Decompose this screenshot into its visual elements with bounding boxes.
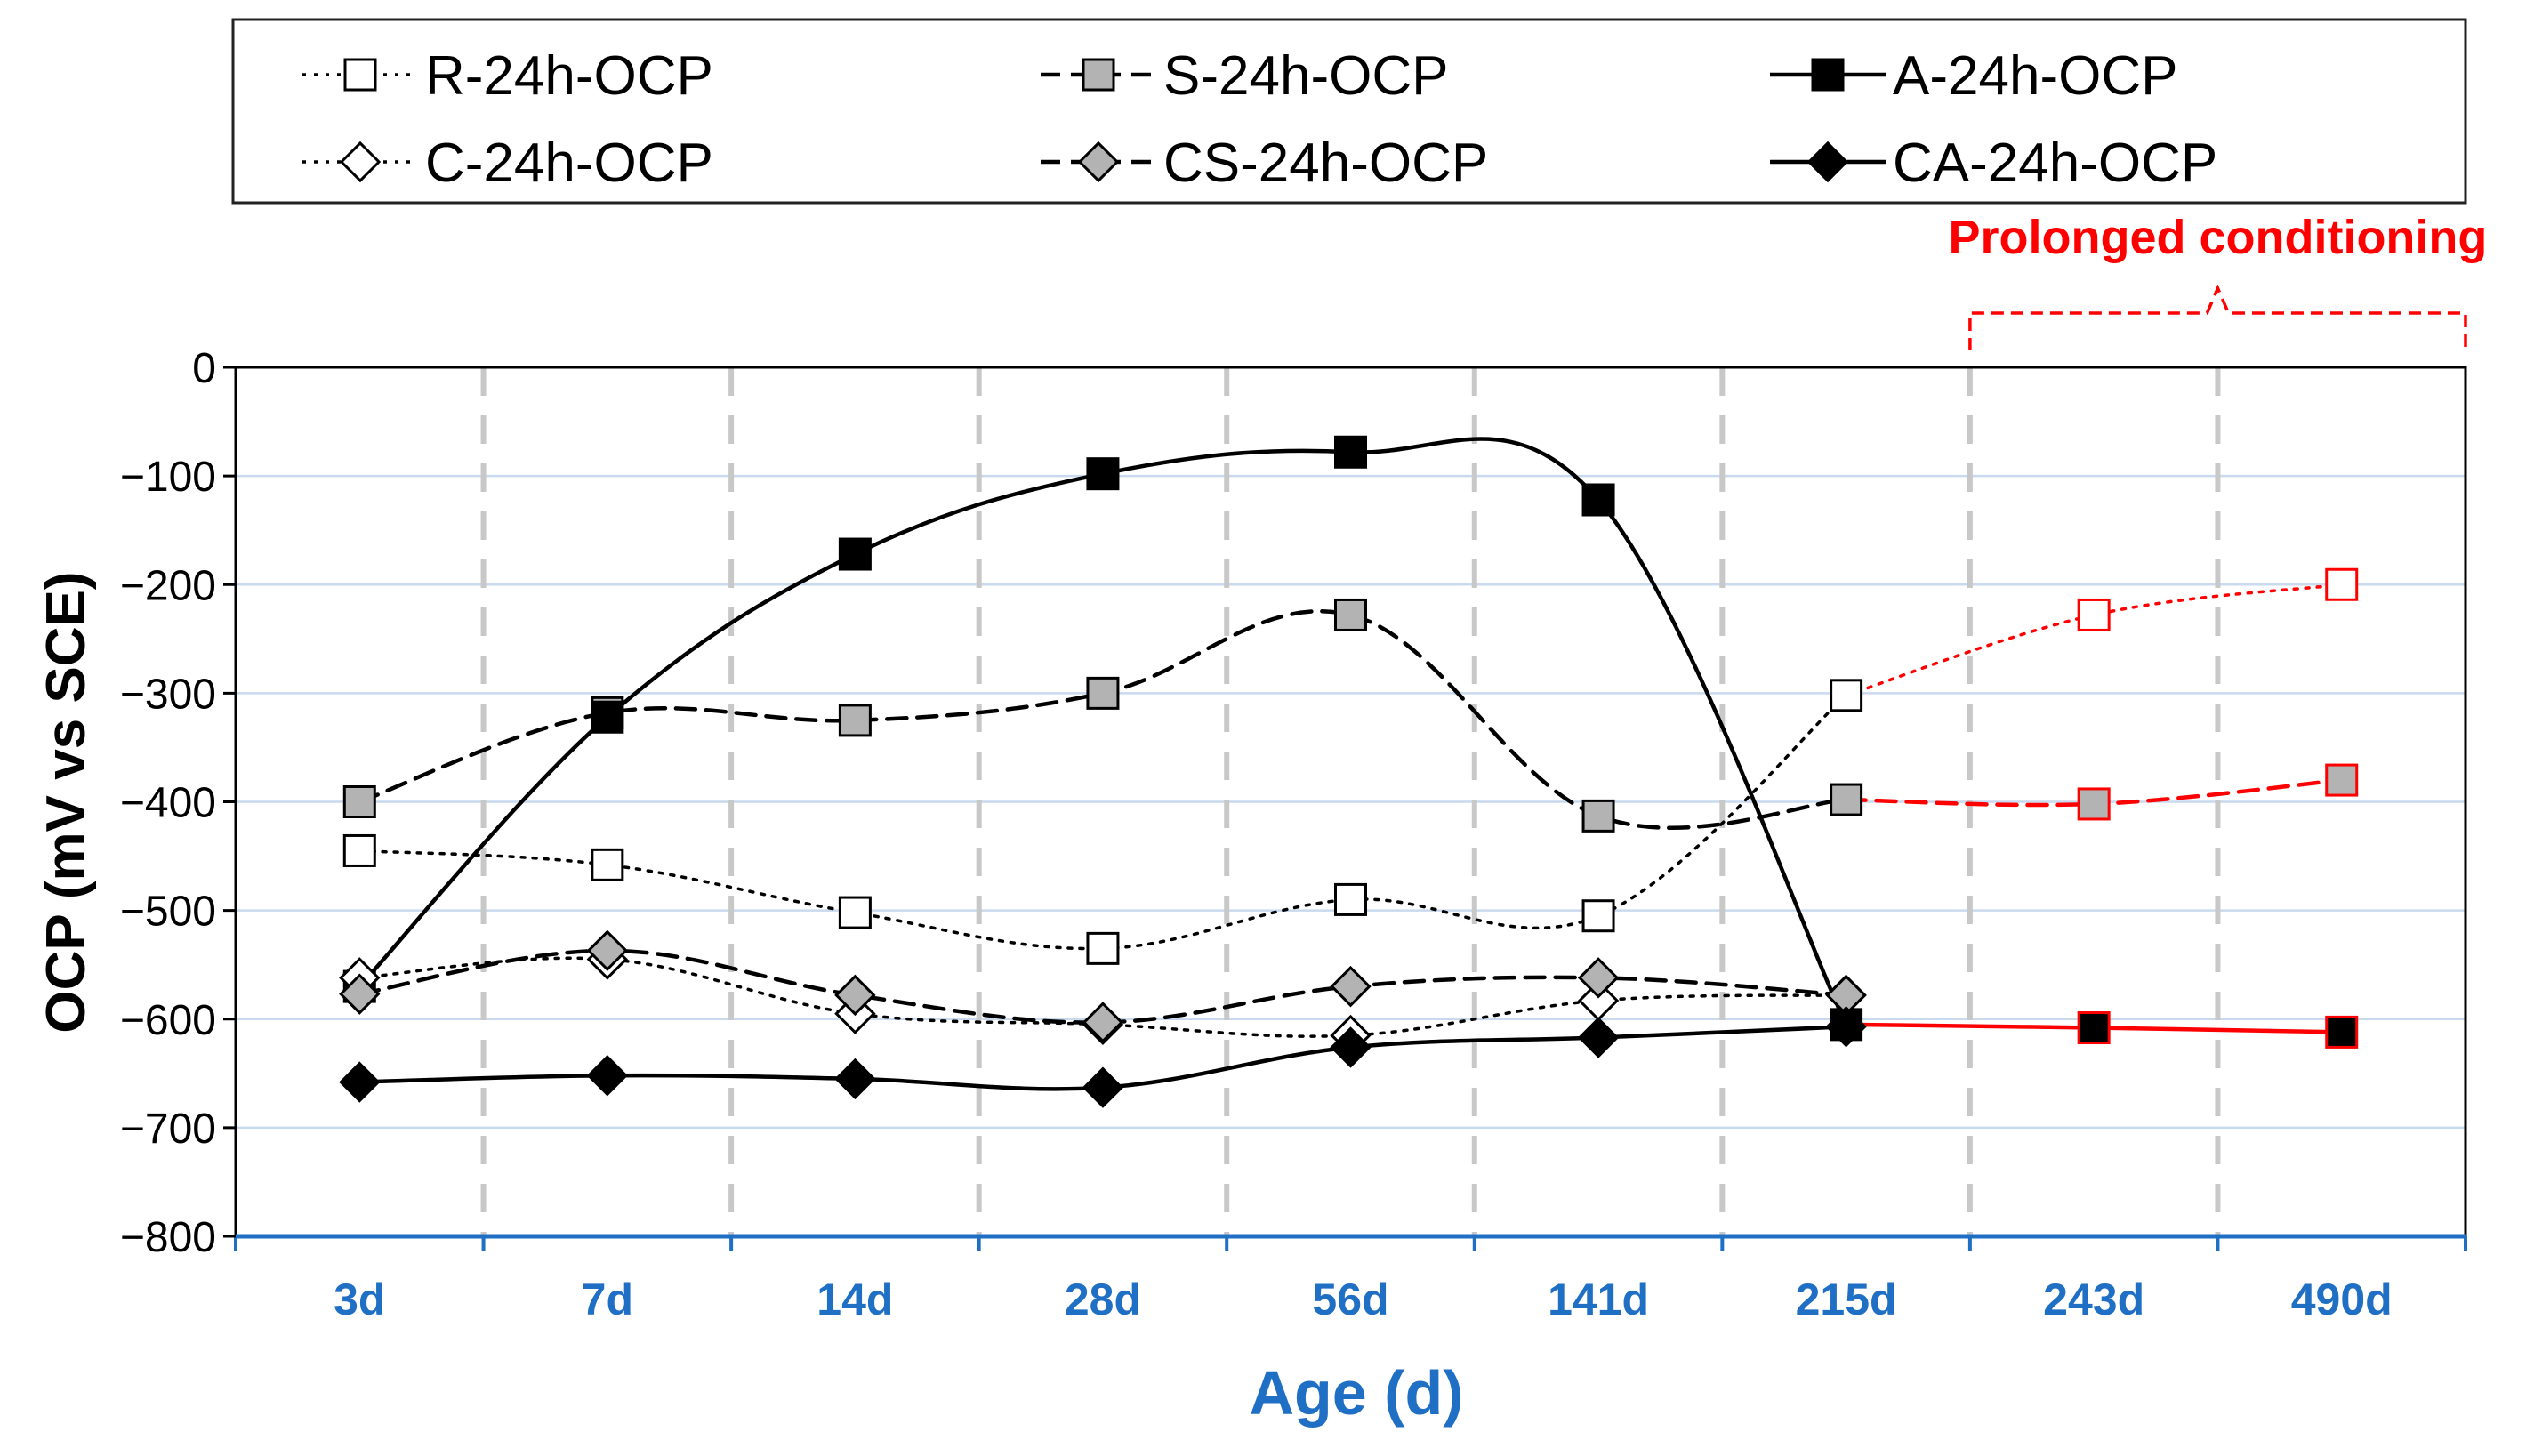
x-tick-label: 56d — [1312, 1275, 1388, 1324]
data-point-ca-24h-ocp — [1082, 1066, 1124, 1108]
legend-item-r-24h-ocp: R-24h-OCP — [302, 45, 713, 107]
x-tick-labels: 3d 7d 14d 28d 56d 141d 215d 243d 490d — [334, 1275, 2393, 1324]
data-point-a-24h-ocp — [1334, 435, 1367, 469]
data-point-s-24h-ocp — [1334, 598, 1367, 631]
series-markers — [339, 435, 2359, 1108]
y-tick-labels: 0 −100 −200 −300 −400 −500 −600 −700 −800 — [120, 345, 216, 1261]
data-point-cs-24h-ocp — [586, 929, 629, 972]
legend-item-c-24h-ocp: C-24h-OCP — [302, 133, 713, 194]
annotation-brace — [1968, 284, 2467, 350]
data-point-a-24h-ocp — [838, 537, 872, 571]
legend-item-s-24h-ocp: S-24h-OCP — [1041, 45, 1448, 107]
x-tick-label: 14d — [817, 1275, 893, 1324]
y-tick-label: −200 — [120, 562, 216, 609]
legend-marker — [1077, 141, 1120, 183]
data-point-a-24h-ocp — [591, 700, 624, 734]
data-point-ca-24h-ocp — [586, 1055, 629, 1097]
legend: R-24h-OCP S-24h-OCP A-24h-OCP C-24h-OCP CS-2… — [302, 45, 2217, 194]
legend-label: A-24h-OCP — [1893, 45, 2177, 107]
data-point-s-24h-ocp — [838, 704, 872, 737]
y-tick-label: −300 — [120, 671, 216, 718]
legend-label: R-24h-OCP — [425, 45, 713, 107]
data-point-a-24h-ocp — [2325, 1015, 2359, 1049]
y-tick-label: 0 — [192, 345, 216, 392]
x-axis-label: Age (d) — [1249, 1358, 1463, 1428]
y-tick-label: −600 — [120, 997, 216, 1044]
x-tick-label: 7d — [582, 1275, 633, 1324]
data-point-r-24h-ocp — [2077, 598, 2111, 631]
legend-marker — [1082, 58, 1115, 92]
y-tick-label: −100 — [120, 454, 216, 501]
series-line-r-24h-ocp-prolonged — [1844, 583, 2344, 697]
data-point-ca-24h-ocp — [1330, 1026, 1372, 1068]
data-point-r-24h-ocp — [1581, 899, 1615, 933]
legend-label: CA-24h-OCP — [1893, 133, 2217, 194]
data-point-s-24h-ocp — [1581, 799, 1615, 833]
data-point-ca-24h-ocp — [339, 1061, 381, 1103]
data-point-cs-24h-ocp — [339, 973, 381, 1015]
data-point-r-24h-ocp — [2325, 567, 2359, 601]
y-tick-label: −400 — [120, 780, 216, 827]
annotation-prolonged-conditioning: Prolonged conditioning — [1948, 211, 2487, 264]
data-point-a-24h-ocp — [2077, 1011, 2111, 1045]
data-point-ca-24h-ocp — [1825, 1006, 1867, 1048]
data-point-r-24h-ocp — [1334, 882, 1367, 916]
legend-item-ca-24h-ocp: CA-24h-OCP — [1770, 133, 2217, 194]
legend-marker — [343, 58, 377, 92]
data-point-ca-24h-ocp — [834, 1058, 876, 1100]
data-point-cs-24h-ocp — [1330, 965, 1372, 1008]
data-point-cs-24h-ocp — [834, 974, 876, 1017]
y-tick-label: −800 — [120, 1214, 216, 1261]
data-point-r-24h-ocp — [1086, 931, 1120, 965]
x-tick-label: 3d — [334, 1275, 385, 1324]
legend-marker — [339, 141, 382, 183]
x-tick-label: 28d — [1065, 1275, 1141, 1324]
data-point-cs-24h-ocp — [1082, 1002, 1124, 1043]
y-tick-label: −700 — [120, 1106, 216, 1153]
data-point-s-24h-ocp — [2325, 763, 2359, 797]
data-point-s-24h-ocp — [1086, 676, 1120, 710]
data-point-r-24h-ocp — [591, 848, 624, 881]
legend-box — [231, 18, 2467, 205]
legend-label: C-24h-OCP — [425, 133, 713, 194]
x-tick-label: 243d — [2043, 1275, 2144, 1324]
data-point-s-24h-ocp — [2077, 787, 2111, 821]
x-tick-label: 490d — [2291, 1275, 2393, 1324]
x-axis-ticks — [234, 1236, 2467, 1251]
y-tick-label: −500 — [120, 889, 216, 936]
data-point-r-24h-ocp — [838, 896, 872, 929]
legend-label: CS-24h-OCP — [1163, 133, 1488, 194]
data-point-r-24h-ocp — [342, 833, 376, 867]
data-point-s-24h-ocp — [1830, 783, 1863, 816]
legend-item-a-24h-ocp: A-24h-OCP — [1770, 45, 2177, 107]
data-point-r-24h-ocp — [1830, 679, 1863, 712]
data-point-cs-24h-ocp — [1577, 957, 1620, 999]
legend-item-cs-24h-ocp: CS-24h-OCP — [1041, 133, 1488, 194]
series-line-s-24h-ocp — [358, 608, 1848, 830]
data-point-a-24h-ocp — [1086, 457, 1120, 491]
legend-label: S-24h-OCP — [1163, 45, 1448, 107]
x-tick-label: 141d — [1548, 1275, 1649, 1324]
data-point-a-24h-ocp — [1581, 483, 1615, 517]
legend-marker — [1806, 141, 1849, 183]
data-point-ca-24h-ocp — [1577, 1017, 1620, 1058]
horizontal-gridlines — [236, 474, 2466, 1130]
legend-marker — [1811, 58, 1845, 92]
x-tick-label: 215d — [1796, 1275, 1897, 1324]
vertical-gridlines — [480, 367, 2221, 1236]
y-axis-label: OCP (mV vs SCE) — [36, 571, 97, 1033]
y-axis-ticks — [223, 366, 236, 1238]
data-point-s-24h-ocp — [342, 785, 376, 818]
